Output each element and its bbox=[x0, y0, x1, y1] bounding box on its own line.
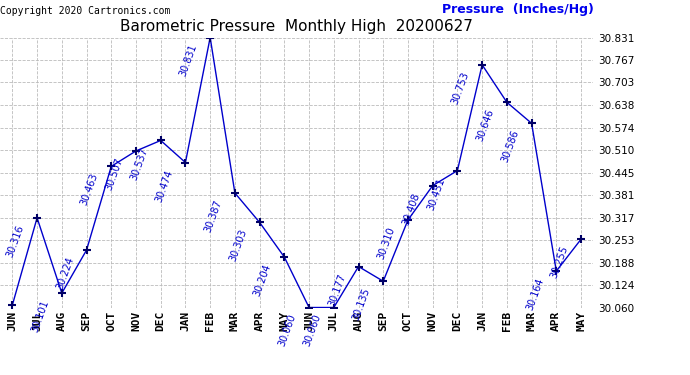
Text: 30.255: 30.255 bbox=[549, 245, 570, 280]
Text: 30.177: 30.177 bbox=[326, 272, 347, 308]
Text: 30.204: 30.204 bbox=[253, 262, 273, 298]
Text: 30.507: 30.507 bbox=[104, 156, 125, 192]
Text: 30.224: 30.224 bbox=[55, 256, 75, 291]
Text: 30.303: 30.303 bbox=[228, 228, 248, 263]
Text: 30.067: 30.067 bbox=[0, 310, 1, 346]
Text: 30.060: 30.060 bbox=[302, 313, 323, 348]
Text: 30.164: 30.164 bbox=[524, 277, 545, 312]
Text: 30.537: 30.537 bbox=[128, 146, 150, 181]
Text: 30.135: 30.135 bbox=[351, 287, 372, 322]
Text: 30.316: 30.316 bbox=[5, 224, 26, 258]
Text: 30.310: 30.310 bbox=[376, 225, 397, 261]
Text: 30.408: 30.408 bbox=[401, 191, 422, 226]
Text: 30.753: 30.753 bbox=[450, 70, 471, 106]
Text: Barometric Pressure  Monthly High  20200627: Barometric Pressure Monthly High 2020062… bbox=[120, 19, 473, 34]
Text: 30.060: 30.060 bbox=[277, 313, 298, 348]
Text: 30.451: 30.451 bbox=[425, 176, 446, 211]
Text: 30.831: 30.831 bbox=[178, 43, 199, 78]
Text: Copyright 2020 Cartronics.com: Copyright 2020 Cartronics.com bbox=[0, 6, 170, 16]
Text: 30.474: 30.474 bbox=[153, 168, 175, 203]
Text: 30.463: 30.463 bbox=[79, 172, 100, 207]
Text: 30.101: 30.101 bbox=[30, 299, 50, 334]
Text: Pressure  (Inches/Hg): Pressure (Inches/Hg) bbox=[442, 3, 593, 16]
Text: 30.646: 30.646 bbox=[475, 108, 495, 143]
Text: 30.387: 30.387 bbox=[203, 198, 224, 234]
Text: 30.586: 30.586 bbox=[500, 129, 520, 164]
